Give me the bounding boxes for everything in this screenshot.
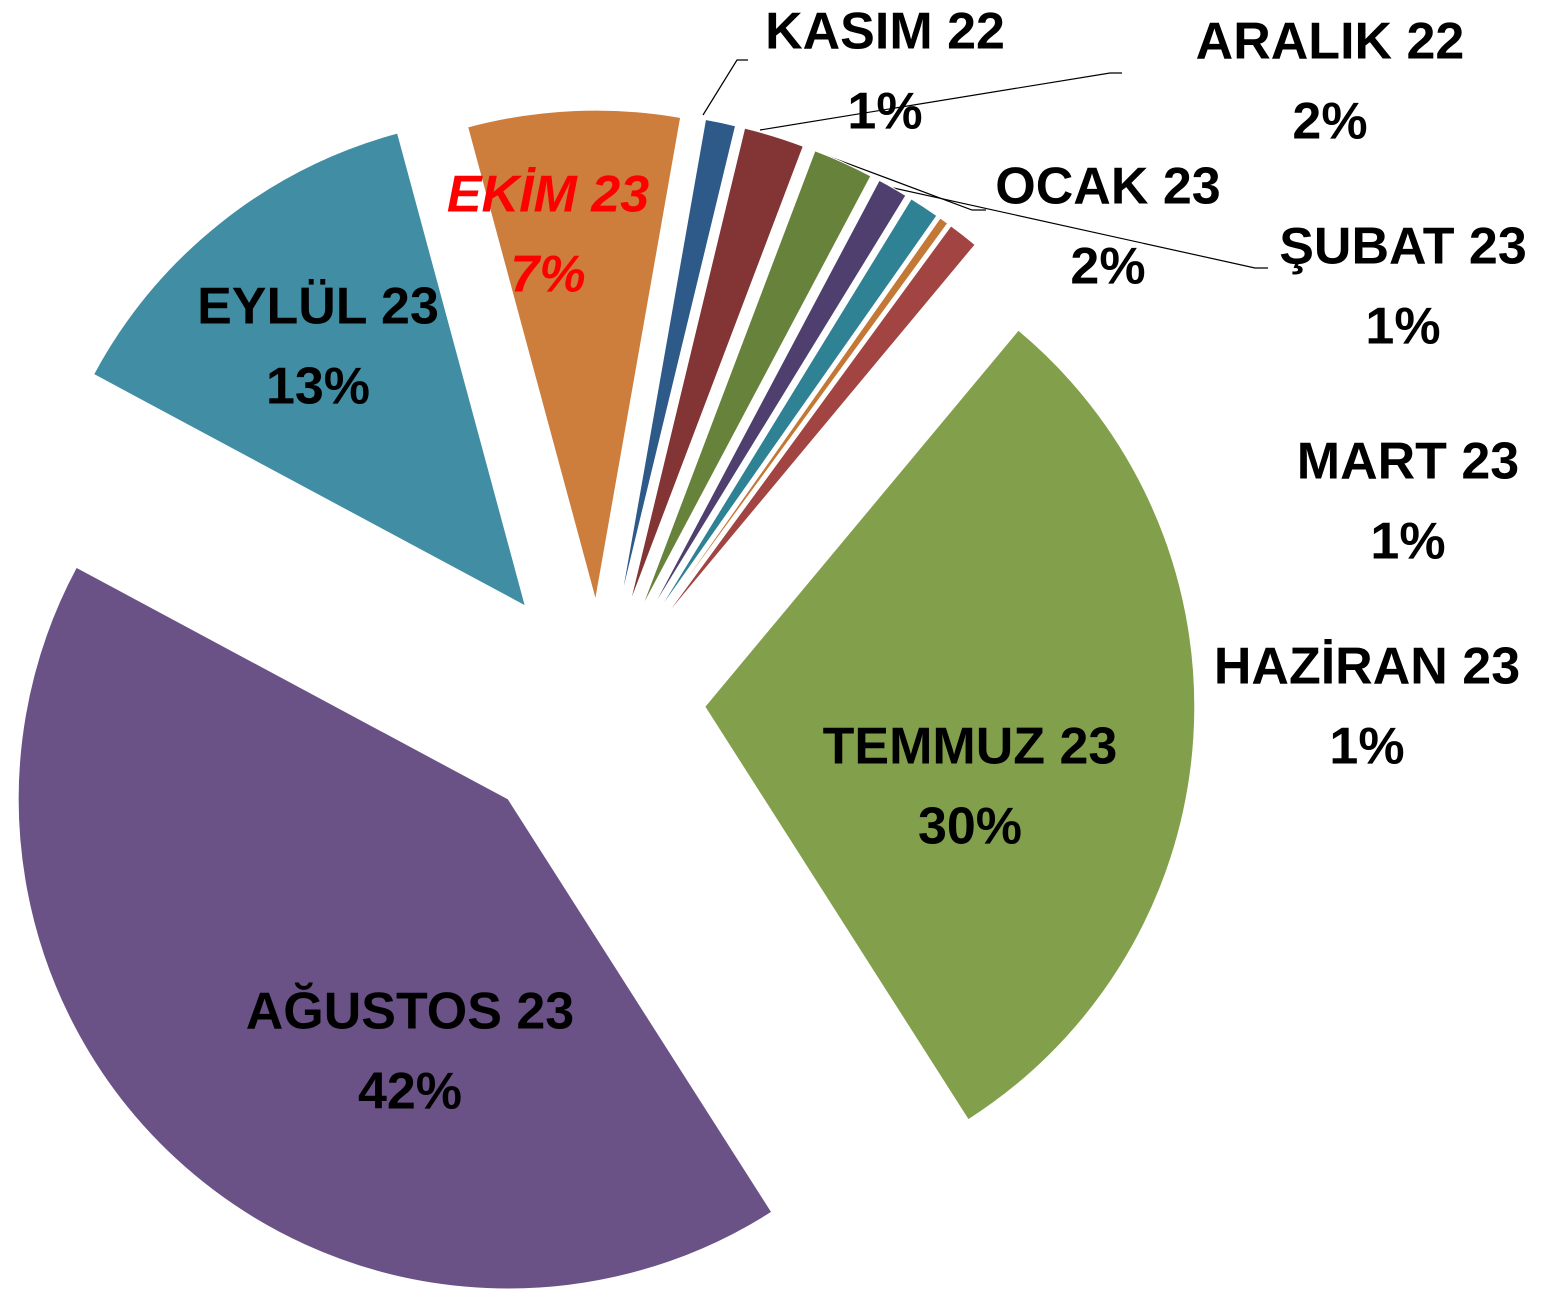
leader-line (759, 72, 1122, 131)
value-label: 42% (358, 1063, 462, 1121)
leader-line (824, 154, 986, 211)
slice-label: EYLÜL 23 (197, 278, 439, 336)
slice-label: HAZİRAN 23 (1214, 638, 1520, 696)
pie-slice (657, 217, 949, 620)
slice-label: MART 23 (1297, 433, 1519, 491)
leader-line (879, 184, 1268, 269)
pie-slice (704, 329, 1196, 1121)
value-label: 2% (1292, 93, 1367, 151)
value-label: 30% (918, 798, 1022, 856)
slice-label: ŞUBAT 23 (1279, 218, 1527, 276)
pie-slice (629, 127, 804, 605)
slice-label: KASIM 22 (765, 3, 1005, 61)
slice-label: AĞUSTOS 23 (246, 983, 574, 1041)
pie-slice (17, 566, 773, 1290)
value-label: 1% (847, 83, 922, 141)
pie-slice (467, 109, 682, 601)
pie-slice (92, 132, 527, 608)
value-label: 1% (1370, 513, 1445, 571)
pie-slice (654, 198, 938, 617)
value-label: 1% (1365, 298, 1440, 356)
value-label: 13% (266, 358, 370, 416)
slice-label: ARALIK 22 (1196, 13, 1465, 71)
pie-slice (661, 225, 976, 622)
value-label: 7% (510, 246, 585, 304)
pie-slice (640, 150, 872, 610)
slice-label: OCAK 23 (995, 158, 1220, 216)
pie-slice (619, 118, 737, 603)
value-label: 2% (1070, 238, 1145, 296)
slice-label: TEMMUZ 23 (823, 718, 1118, 776)
leader-line (702, 59, 748, 116)
pie-slice (649, 179, 907, 614)
slice-label: EKİM 23 (447, 166, 649, 224)
value-label: 1% (1329, 718, 1404, 776)
